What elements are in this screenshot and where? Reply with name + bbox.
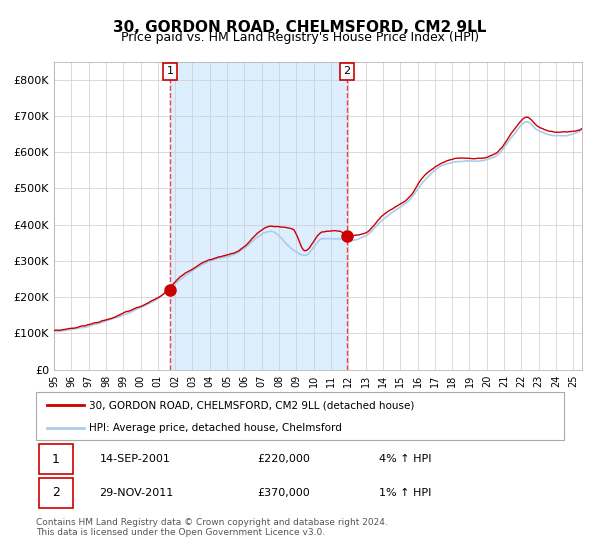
FancyBboxPatch shape [38,478,73,507]
Text: 1: 1 [52,452,60,466]
Text: 29-NOV-2011: 29-NOV-2011 [100,488,173,498]
FancyBboxPatch shape [38,445,73,474]
Text: Contains HM Land Registry data © Crown copyright and database right 2024.
This d: Contains HM Land Registry data © Crown c… [36,518,388,538]
Text: £220,000: £220,000 [258,454,311,464]
Text: HPI: Average price, detached house, Chelmsford: HPI: Average price, detached house, Chel… [89,423,341,433]
Text: 1: 1 [167,66,173,76]
Text: 2: 2 [343,66,350,76]
FancyBboxPatch shape [36,392,564,440]
Text: £370,000: £370,000 [258,488,311,498]
Text: 1% ↑ HPI: 1% ↑ HPI [379,488,431,498]
Bar [170,62,347,370]
Text: 30, GORDON ROAD, CHELMSFORD, CM2 9LL: 30, GORDON ROAD, CHELMSFORD, CM2 9LL [113,20,487,35]
Text: 4% ↑ HPI: 4% ↑ HPI [379,454,432,464]
Text: 30, GORDON ROAD, CHELMSFORD, CM2 9LL (detached house): 30, GORDON ROAD, CHELMSFORD, CM2 9LL (de… [89,400,414,410]
Text: 14-SEP-2001: 14-SEP-2001 [100,454,170,464]
Text: Price paid vs. HM Land Registry's House Price Index (HPI): Price paid vs. HM Land Registry's House … [121,31,479,44]
Text: 2: 2 [52,486,60,500]
